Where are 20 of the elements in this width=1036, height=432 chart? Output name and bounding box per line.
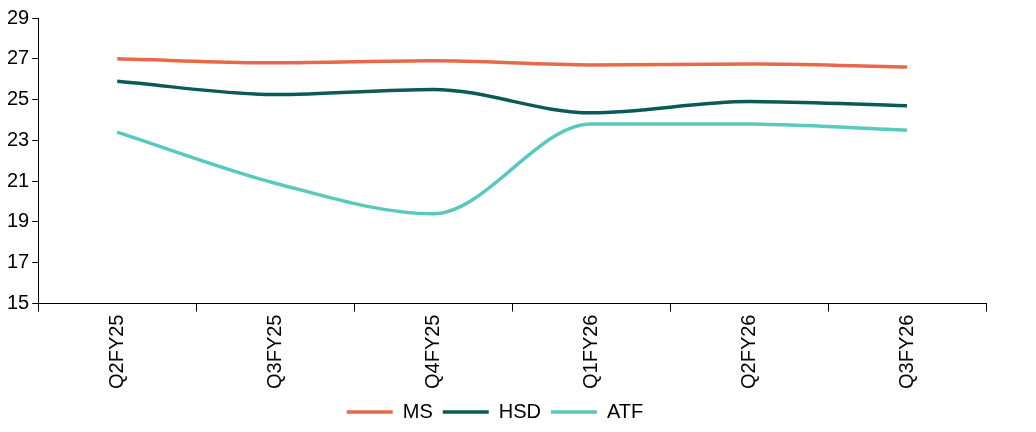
y-tick-label: 21 <box>7 168 30 191</box>
x-tick-label: Q2FY26 <box>736 314 759 389</box>
line-series <box>115 57 909 69</box>
x-tick-label: Q3FY26 <box>894 314 917 389</box>
y-tick-label: 25 <box>7 87 30 110</box>
y-tick-label: 17 <box>7 250 30 273</box>
y-tick-label: 29 <box>7 5 30 28</box>
y-tick-label: 27 <box>7 46 30 69</box>
x-tick-label: Q1FY26 <box>578 314 601 389</box>
line-series <box>115 122 909 216</box>
line-series <box>115 79 909 115</box>
legend-label: ATF <box>606 399 644 422</box>
y-tick-label: 15 <box>7 291 30 314</box>
legend-label: HSD <box>498 399 541 422</box>
x-tick-label: Q3FY25 <box>262 314 285 389</box>
y-tick-label: 19 <box>7 209 30 232</box>
x-tick-label: Q4FY25 <box>420 314 443 389</box>
legend-label: MS <box>402 399 433 422</box>
y-tick-label: 23 <box>7 127 30 150</box>
x-tick-label: Q2FY25 <box>104 314 127 389</box>
